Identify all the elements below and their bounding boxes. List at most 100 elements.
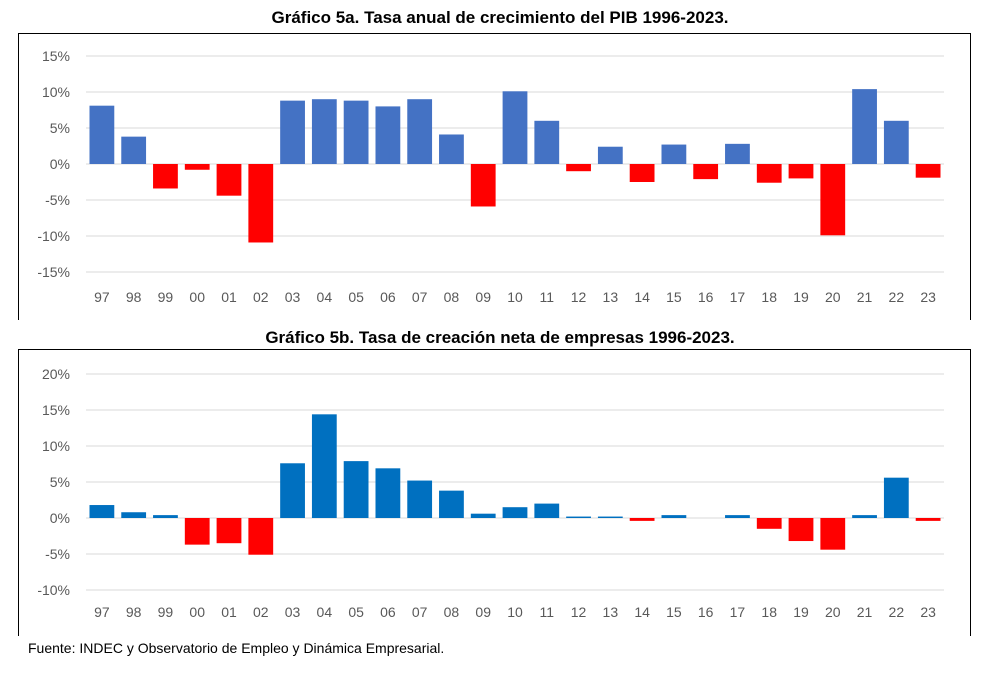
chart-a-xtick-label: 10 <box>507 289 523 305</box>
chart-a-bar <box>280 100 305 164</box>
chart-b-bar <box>629 518 655 521</box>
chart-b-xtick-label: 00 <box>189 604 205 620</box>
chart-a-bar <box>216 164 242 196</box>
chart-b-xtick-label: 13 <box>603 604 619 620</box>
chart-a-ytick-label: 0% <box>50 156 70 172</box>
chart-b-xtick-label: 05 <box>348 604 364 620</box>
chart-b-xtick-label: 14 <box>634 604 650 620</box>
chart-b-bar <box>470 513 496 518</box>
chart-b-ytick-label: 0% <box>50 510 70 526</box>
chart-b-xtick-label: 98 <box>126 604 142 620</box>
chart-a-bar <box>470 164 496 207</box>
chart-a-bar <box>153 164 178 189</box>
chart-a-bar <box>502 91 528 164</box>
chart-b-bar <box>883 477 909 518</box>
chart-b-xtick-label: 18 <box>761 604 777 620</box>
chart-a-bar <box>915 164 941 178</box>
chart-b-bar <box>534 503 560 518</box>
chart-a-xtick-label: 11 <box>540 289 555 305</box>
chart-b-xtick-label: 21 <box>857 604 873 620</box>
chart-b-xtick-label: 20 <box>825 604 841 620</box>
chart-a-ytick-label: -10% <box>37 228 70 244</box>
chart-a-xtick-label: 22 <box>889 289 905 305</box>
chart-b-bar <box>407 480 433 518</box>
chart-a-bar <box>756 164 782 183</box>
chart-b-xtick-label: 09 <box>475 604 491 620</box>
chart-a-bar <box>852 89 877 164</box>
chart-a-xtick-label: 00 <box>189 289 205 305</box>
chart-a-title: Gráfico 5a. Tasa anual de crecimiento de… <box>271 8 729 27</box>
chart-a-bar <box>883 120 909 164</box>
chart-b-ytick-label: 5% <box>50 474 70 490</box>
chart-a-bar <box>788 164 814 179</box>
chart-a-xtick-label: 17 <box>730 289 746 305</box>
chart-b-ytick-label: 10% <box>42 438 70 454</box>
chart-b-bar <box>852 515 877 518</box>
chart-b-xtick-label: 97 <box>94 604 110 620</box>
chart-a-bar <box>311 99 337 164</box>
chart-b-bar <box>153 515 178 518</box>
chart-a-bar <box>661 144 687 164</box>
chart-b-ytick-label: -10% <box>37 582 70 598</box>
chart-a-xtick-label: 03 <box>285 289 301 305</box>
chart-a-ytick-label: 10% <box>42 84 70 100</box>
chart-b-bar <box>566 516 591 518</box>
chart-b-bar <box>661 515 687 518</box>
chart-b-bar <box>89 505 115 518</box>
chart-a-ytick-label: 15% <box>42 48 70 64</box>
chart-b-xtick-label: 99 <box>158 604 174 620</box>
chart-a-xtick-label: 19 <box>793 289 809 305</box>
chart-a-bar <box>566 164 591 172</box>
chart-a-ytick-label: -5% <box>45 192 70 208</box>
chart-a-bar <box>820 164 846 236</box>
chart-a-ytick-label: -15% <box>37 264 70 280</box>
chart-a-bar <box>375 106 401 164</box>
chart-b-bar <box>502 507 528 518</box>
source-note: Fuente: INDEC y Observatorio de Empleo y… <box>28 640 445 656</box>
chart-b-bar <box>756 518 782 529</box>
chart-a-bar <box>89 105 115 164</box>
chart-a-xtick-label: 01 <box>221 289 237 305</box>
chart-a-bar <box>534 120 560 164</box>
chart-b-bar <box>311 414 337 518</box>
chart-b-bar <box>725 515 750 518</box>
chart-a-xtick-label: 21 <box>857 289 873 305</box>
chart-b-ytick-label: -5% <box>45 546 70 562</box>
chart-b-bar <box>121 512 147 518</box>
chart-b-bar <box>915 518 941 521</box>
chart-a-bar <box>439 134 464 164</box>
chart-b-xtick-label: 17 <box>730 604 746 620</box>
chart-a-xtick-label: 99 <box>158 289 174 305</box>
chart-b-bar <box>788 518 814 542</box>
chart-b-bar <box>248 518 274 555</box>
chart-b-xtick-label: 10 <box>507 604 523 620</box>
chart-a-bar <box>597 146 623 164</box>
chart-a-bar <box>343 100 369 164</box>
chart-a-xtick-label: 13 <box>603 289 619 305</box>
chart-a-xtick-label: 97 <box>94 289 110 305</box>
chart-a-bar <box>629 164 655 182</box>
chart-b-xtick-label: 15 <box>666 604 682 620</box>
chart-b-xtick-label: 01 <box>221 604 237 620</box>
chart-a-bar <box>407 99 433 164</box>
chart-b-xtick-label: 03 <box>285 604 301 620</box>
chart-b-frame <box>18 349 971 636</box>
chart-a-xtick-label: 09 <box>475 289 491 305</box>
chart-b-xtick-label: 08 <box>444 604 460 620</box>
chart-a-bar <box>693 164 719 180</box>
chart-b-xtick-label: 22 <box>889 604 905 620</box>
chart-a-bar <box>121 136 147 164</box>
chart-b-xtick-label: 23 <box>920 604 936 620</box>
chart-b-ytick-label: 15% <box>42 402 70 418</box>
chart-a-bar <box>725 143 750 164</box>
chart-a-xtick-label: 05 <box>348 289 364 305</box>
chart-a-xtick-label: 07 <box>412 289 428 305</box>
chart-a-xtick-label: 08 <box>444 289 460 305</box>
chart-a-xtick-label: 04 <box>317 289 333 305</box>
chart-a-xtick-label: 20 <box>825 289 841 305</box>
chart-b-bar <box>439 490 464 518</box>
chart-b-xtick-label: 19 <box>793 604 809 620</box>
chart-a-xtick-label: 14 <box>634 289 650 305</box>
chart-a-xtick-label: 15 <box>666 289 682 305</box>
